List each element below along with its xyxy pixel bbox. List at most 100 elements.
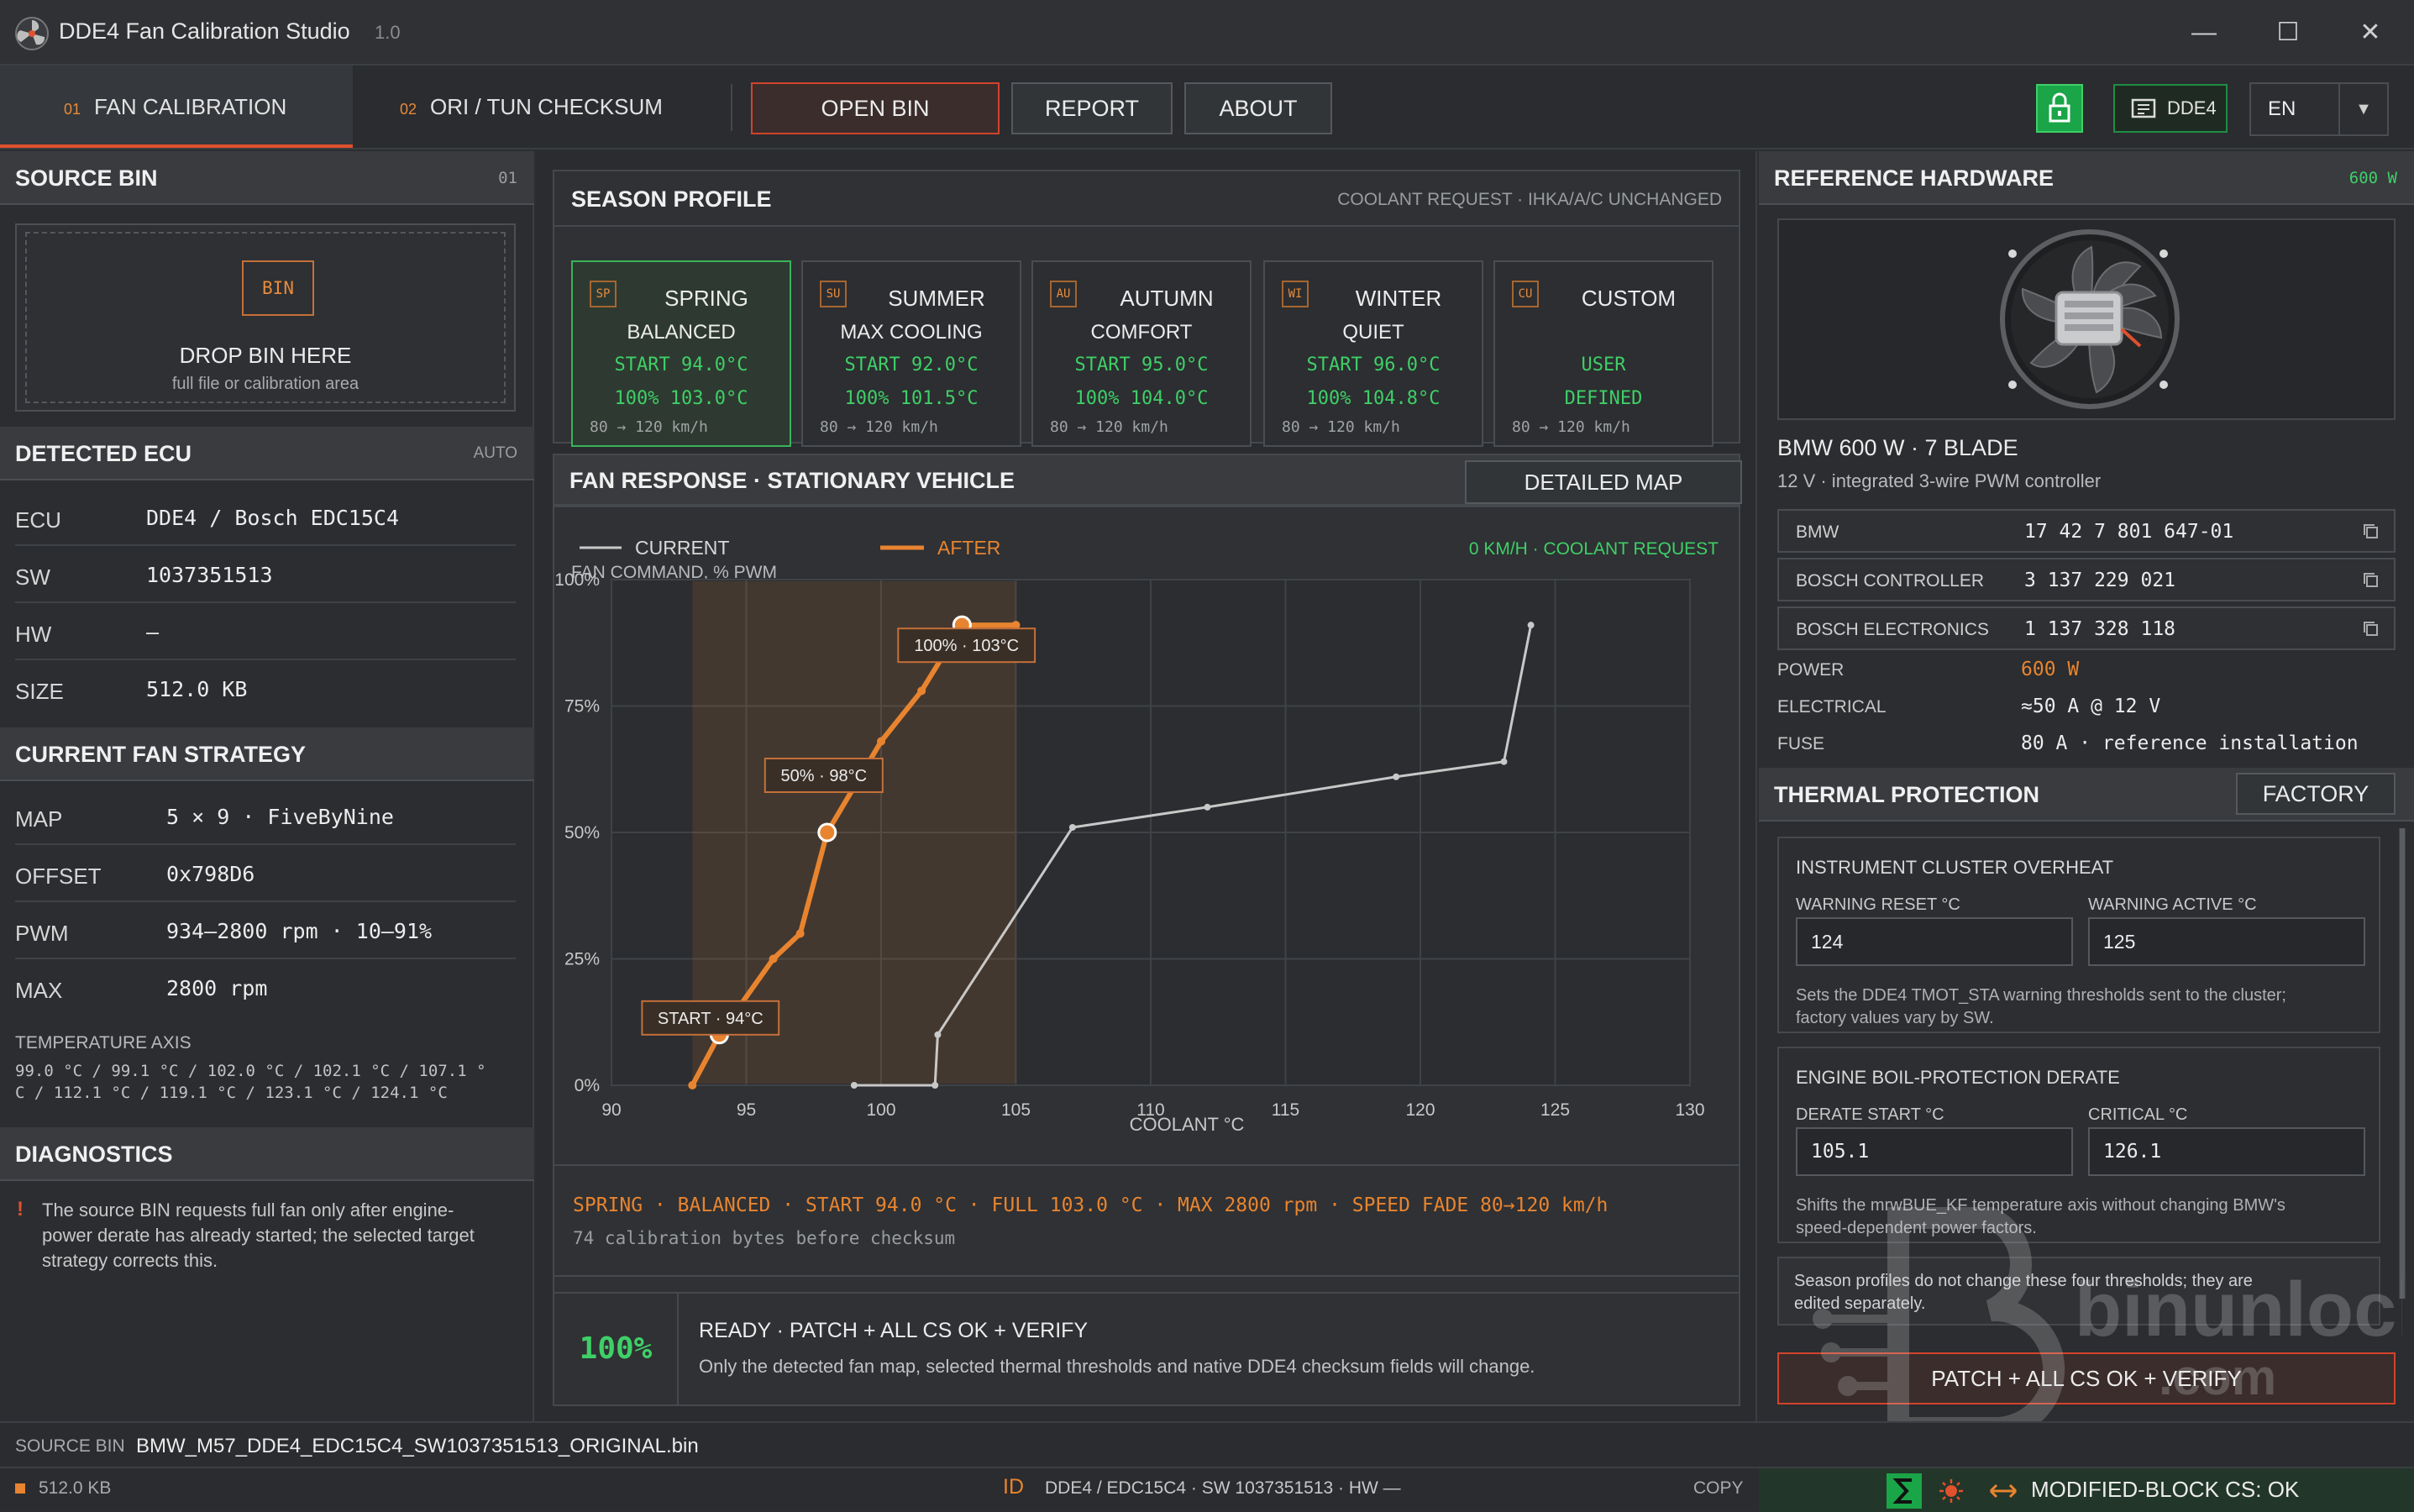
part-label: BMW [1796, 522, 1839, 542]
status-divider [0, 1467, 2414, 1468]
size-row: SIZE 512.0 KB [15, 660, 516, 717]
autumn-icon: AU [1050, 281, 1077, 307]
diagnostic-line: The source BIN requests full fan only af… [42, 1200, 454, 1221]
hardware-name: BMW 600 W · 7 BLADE [1777, 435, 2018, 460]
bin-drop-zone[interactable]: BIN DROP BIN HERE full file or calibrati… [15, 223, 516, 412]
annotation-marker [817, 822, 837, 843]
max-row: MAX 2800 rpm [15, 959, 516, 1016]
season-profile-panel: SEASON PROFILE COOLANT REQUEST · IHKA/A/… [553, 170, 1740, 447]
season-profile-title: SEASON PROFILE [571, 186, 772, 212]
factory-button[interactable]: FACTORY [2236, 773, 2396, 815]
maximize-icon[interactable]: ☐ [2276, 18, 2300, 46]
data-point-current [850, 1082, 858, 1089]
hardware-subtitle: 12 V · integrated 3-wire PWM controller [1777, 470, 2102, 491]
row-value: 934–2800 rpm · 10–91% [166, 919, 433, 943]
row-key: MAX [15, 978, 63, 1003]
cluster-overheat-title: INSTRUMENT CLUSTER OVERHEAT [1796, 857, 2114, 878]
spec-electrical: ELECTRICAL ≈50 A @ 12 V [1777, 692, 2396, 726]
pwm-row: PWM 934–2800 rpm · 10–91% [15, 902, 516, 959]
summary-line: SPRING · BALANCED · START 94.0 °C · FULL… [573, 1194, 1608, 1216]
description-line: Shifts the mrwBUE_KF temperature axis wi… [1796, 1196, 2285, 1215]
season-card-custom[interactable]: CU CUSTOM USER DEFINED 80 → 120 km/h [1493, 260, 1713, 447]
y-tick-label: 100% [554, 570, 600, 590]
data-point-after [877, 737, 885, 746]
about-button[interactable]: ABOUT [1184, 82, 1332, 134]
language-select[interactable]: EN ▼ [2249, 82, 2389, 136]
data-point-current [1527, 622, 1535, 629]
note-line: edited separately. [1794, 1294, 1926, 1313]
chart-legend: CURRENT AFTER [580, 537, 1000, 559]
warning-active-input[interactable]: 125 [2088, 917, 2365, 966]
source-file-name: BMW_M57_DDE4_EDC15C4_SW1037351513_ORIGIN… [136, 1435, 699, 1457]
copy-icon[interactable] [2362, 522, 2380, 541]
lock-button[interactable] [2036, 84, 2083, 133]
y-axis-title: FAN COMMAND, % PWM [571, 563, 777, 582]
card-title: SPRING [664, 286, 748, 311]
card-start: START 96.0°C [1306, 354, 1441, 375]
row-value: — [146, 620, 160, 644]
tab-bar: 01 FAN CALIBRATION 02 ORI / TUN CHECKSUM O… [0, 66, 2414, 150]
spec-label: POWER [1777, 660, 1845, 680]
card-full: 100% 101.5°C [844, 388, 979, 409]
row-key: MAP [15, 806, 63, 832]
season-profile-header: SEASON PROFILE COOLANT REQUEST · IHKA/A/… [554, 171, 1739, 227]
fan-response-panel: CURRENT AFTER 0 KM/H · COOLANT REQUEST F… [553, 506, 1740, 1302]
season-card-summer[interactable]: SU SUMMER MAX COOLING START 92.0°C 100% … [801, 260, 1021, 447]
id-label: ID [1003, 1475, 1024, 1499]
critical-input[interactable]: 126.1 [2088, 1127, 2365, 1176]
scrollbar-thumb[interactable] [2400, 828, 2405, 1299]
diagnostics-header: DIAGNOSTICS [0, 1127, 534, 1181]
detected-ecu-title: DETECTED ECU [15, 441, 192, 466]
copy-icon[interactable] [2362, 620, 2380, 638]
spec-label: FUSE [1777, 734, 1825, 753]
detect-mode: AUTO [473, 444, 517, 462]
row-value: 1037351513 [146, 563, 273, 587]
language-value: EN [2268, 97, 2296, 120]
tab-ori-tun-checksum[interactable]: 02 ORI / TUN CHECKSUM [400, 66, 719, 148]
y-axis-ticks: 0% 25% 50% 75% 100% [554, 570, 600, 1095]
ecu-row: ECU DDE4 / Bosch EDC15C4 [15, 489, 516, 546]
checksum-status-text: MODIFIED-BLOCK CS: OK [2031, 1477, 2300, 1502]
tab-number: 01 [64, 101, 81, 118]
description-line: speed-dependent power factors. [1796, 1219, 2037, 1237]
copy-id-button[interactable]: COPY [1693, 1478, 1744, 1498]
row-value: 2800 rpm [166, 976, 268, 1000]
y-tick-label: 50% [564, 823, 600, 843]
row-value: 512.0 KB [146, 677, 248, 701]
warning-reset-input[interactable]: 124 [1796, 917, 2073, 966]
row-key: PWM [15, 921, 69, 946]
annotation-box [641, 1000, 780, 1036]
patch-verify-button[interactable]: PATCH + ALL CS OK + VERIFY [1777, 1352, 2396, 1404]
copy-icon[interactable] [2362, 571, 2380, 590]
svg-text:.com: .com [2159, 1349, 2276, 1405]
card-speed: 80 → 120 km/h [1282, 418, 1400, 436]
row-key: HW [15, 622, 52, 647]
open-bin-button[interactable]: OPEN BIN [751, 82, 1000, 134]
card-title: CUSTOM [1581, 286, 1677, 311]
spec-power: POWER 600 W [1777, 655, 2396, 689]
ecu-chip-label: DDE4 [2167, 97, 2217, 118]
season-card-autumn[interactable]: AU AUTUMN COMFORT START 95.0°C 100% 104.… [1031, 260, 1252, 447]
data-point-current [931, 1082, 939, 1089]
season-card-winter[interactable]: WI WINTER QUIET START 96.0°C 100% 104.8°… [1263, 260, 1483, 447]
thermal-protection-title: THERMAL PROTECTION [1774, 782, 2039, 807]
card-title: AUTUMN [1120, 286, 1214, 311]
thresholds-note: Season profiles do not change these four… [1777, 1257, 2380, 1326]
data-point-after [917, 686, 926, 696]
detailed-map-button[interactable]: DETAILED MAP [1465, 460, 1742, 504]
ecu-chip-button[interactable]: DDE4 [2113, 84, 2228, 133]
left-panel: SOURCE BIN 01 BIN DROP BIN HERE full fil… [0, 151, 534, 1421]
close-icon[interactable]: ✕ [2359, 18, 2381, 46]
season-card-spring[interactable]: SP SPRING BALANCED START 94.0°C 100% 103… [571, 260, 791, 447]
boil-protection-title: ENGINE BOIL-PROTECTION DERATE [1796, 1067, 2120, 1088]
temperature-axis-label: TEMPERATURE AXIS [15, 1033, 192, 1053]
tab-fan-calibration[interactable]: 01 FAN CALIBRATION [0, 66, 353, 148]
scrollbar[interactable] [2399, 828, 2406, 1299]
data-point-after [769, 954, 778, 963]
report-button[interactable]: REPORT [1011, 82, 1173, 134]
toolbar-divider [731, 84, 732, 131]
row-key: SW [15, 564, 50, 590]
minimize-icon[interactable]: — [2191, 18, 2217, 46]
derate-start-input[interactable]: 105.1 [1796, 1127, 2073, 1176]
app-title: DDE4 Fan Calibration Studio [59, 18, 350, 44]
